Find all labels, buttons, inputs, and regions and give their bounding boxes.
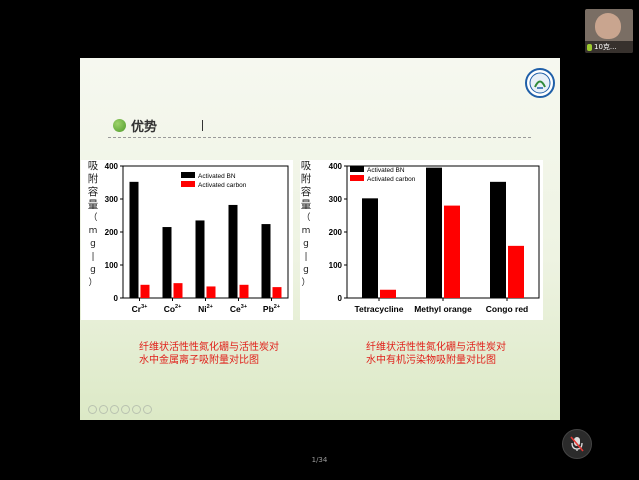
bar-activated-bn — [490, 181, 506, 298]
left-caption-line-1: 纤维状活性性氮化硼与活性炭对 — [139, 342, 279, 353]
legend-label: Activated BN — [367, 167, 405, 174]
y-axis-label-char: （ — [88, 213, 98, 223]
y-axis-label-char: （ — [301, 213, 311, 223]
bar-activated-carbon — [239, 284, 249, 298]
right-chart-caption: 纤维状活性性氮化硼与活性炭对 水中有机污染物吸附量对比图 — [366, 341, 506, 367]
bar-activated-bn — [228, 204, 238, 298]
more-options-icon[interactable] — [143, 405, 152, 414]
y-tick-label: 400 — [329, 162, 343, 171]
legend-label: Activated carbon — [367, 176, 416, 183]
bar-activated-bn — [162, 227, 172, 298]
y-tick-label: 0 — [338, 294, 343, 303]
metal-ion-chart: 吸附容量（m g | g） 0 100 200 300 400 Cr3+ Co2+ Ni2+ Ce3+… — [81, 160, 293, 320]
presentation-slide: 优势 吸附容量（m g | g） 0 100 200 300 400 Cr3+ Co2+ Ni2+ C… — [80, 58, 560, 420]
y-tick-label: 100 — [105, 261, 119, 270]
y-tick-label: 0 — [114, 294, 119, 303]
organic-pollutant-chart: 吸附容量（m g | g） 0 100 200 300 400 Tetracycline Meth… — [300, 160, 543, 320]
x-category-label: Ni2+ — [198, 304, 213, 314]
y-tick-label: 300 — [329, 195, 343, 204]
microphone-button[interactable] — [562, 429, 592, 459]
y-axis-label-char: m — [88, 226, 98, 236]
bar-activated-carbon — [508, 245, 524, 298]
y-tick-label: 200 — [105, 228, 119, 237]
bar-activated-bn — [261, 224, 271, 298]
bar-activated-bn — [426, 167, 442, 298]
legend-swatch — [350, 166, 364, 172]
legend-swatch — [350, 175, 364, 181]
participant-video-tile[interactable]: 10克... — [585, 9, 633, 53]
y-axis-label-char: 附 — [300, 173, 312, 185]
slides-overview-icon[interactable] — [121, 405, 130, 414]
legend-swatch — [181, 172, 195, 178]
y-axis-label-char: | — [304, 252, 308, 262]
y-axis-label-char: 容 — [300, 186, 312, 198]
legend-swatch — [181, 181, 195, 187]
page-indicator: 1/34 — [311, 456, 328, 464]
mic-active-icon — [587, 43, 592, 51]
y-axis-label-char: g — [303, 239, 309, 249]
x-category-label: Cr3+ — [132, 304, 148, 314]
bar-activated-carbon — [173, 283, 183, 298]
section-title: 优势 — [131, 120, 158, 135]
x-category-label: Methyl orange — [414, 304, 472, 314]
y-axis-label-char: g — [90, 239, 96, 249]
bar-activated-carbon — [444, 205, 460, 298]
y-axis-label-char: | — [91, 252, 95, 262]
x-category-label: Tetracycline — [355, 304, 404, 314]
university-logo-icon — [525, 68, 555, 98]
y-axis-label-char: 容 — [87, 186, 99, 198]
y-axis-label-char: m — [301, 226, 311, 236]
microphone-muted-icon — [570, 436, 584, 452]
x-category-label: Co2+ — [164, 304, 182, 314]
zoom-icon[interactable] — [132, 405, 141, 414]
text-cursor — [202, 120, 203, 131]
participant-name-bar: 10克... — [585, 41, 633, 53]
y-tick-label: 200 — [329, 228, 343, 237]
y-axis-label-char: 吸 — [300, 160, 312, 172]
legend-label: Activated carbon — [198, 182, 247, 189]
y-axis-label-char: 吸 — [87, 160, 99, 172]
y-axis-label-char: g — [90, 265, 96, 275]
previous-slide-icon[interactable] — [88, 405, 97, 414]
organic-pollutant-bar-chart: 0 100 200 300 400 Tetracycline Methyl orange Co… — [329, 162, 540, 314]
participant-name: 10克... — [594, 43, 617, 51]
y-axis-label-char: g — [303, 265, 309, 275]
x-category-label: Congo red — [486, 304, 529, 314]
metal-ion-bar-chart: 0 100 200 300 400 Cr3+ Co2+ Ni2+ Ce3+ Pb2+ Activat… — [105, 162, 289, 314]
x-category-label: Pb2+ — [263, 304, 280, 314]
bar-activated-bn — [362, 198, 378, 298]
next-slide-icon[interactable] — [99, 405, 108, 414]
chart-y-axis-label: 吸附容量（m g | g） — [300, 160, 312, 290]
y-axis-label-char: ） — [88, 278, 98, 288]
bar-activated-bn — [195, 220, 205, 298]
right-caption-line-2: 水中有机污染物吸附量对比图 — [366, 355, 496, 366]
y-axis-label-char: ） — [301, 278, 311, 288]
legend-label: Activated BN — [198, 173, 236, 180]
left-chart-caption: 纤维状活性性氮化硼与活性炭对 水中金属离子吸附量对比图 — [139, 341, 279, 367]
bar-activated-carbon — [206, 286, 216, 298]
participant-avatar — [595, 13, 621, 39]
y-tick-label: 100 — [329, 261, 343, 270]
bar-activated-carbon — [272, 287, 282, 298]
x-category-label: Ce3+ — [230, 304, 247, 314]
left-caption-line-2: 水中金属离子吸附量对比图 — [139, 355, 259, 366]
bar-activated-bn — [129, 181, 139, 298]
bar-activated-carbon — [140, 284, 150, 298]
y-axis-label-char: 量 — [87, 199, 99, 211]
section-bullet-icon — [113, 119, 126, 132]
title-divider — [108, 137, 531, 138]
y-axis-label-char: 附 — [87, 173, 99, 185]
right-caption-line-1: 纤维状活性性氮化硼与活性炭对 — [366, 342, 506, 353]
bar-activated-carbon — [380, 289, 396, 298]
pen-tool-icon[interactable] — [110, 405, 119, 414]
y-axis-label-char: 量 — [300, 199, 312, 211]
y-tick-label: 400 — [105, 162, 119, 171]
y-tick-label: 300 — [105, 195, 119, 204]
slide-toolbar — [88, 405, 152, 414]
chart-y-axis-label: 吸附容量（m g | g） — [87, 160, 99, 290]
